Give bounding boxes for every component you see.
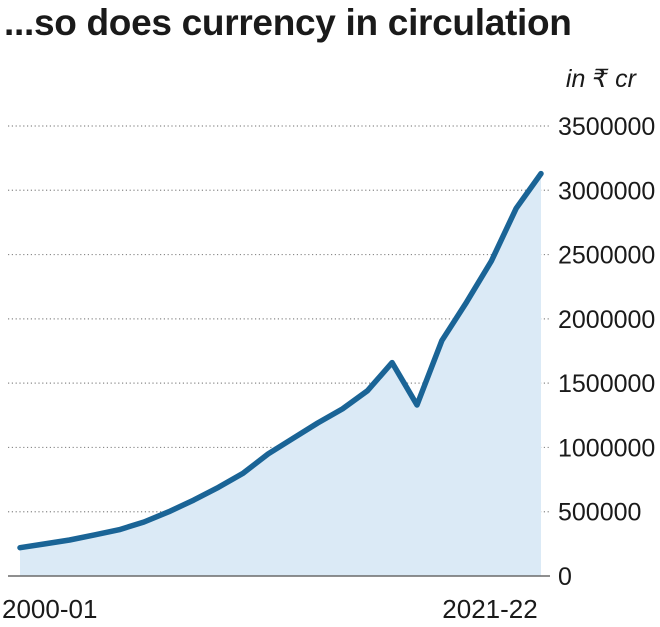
x-axis: 2000-01 2021-22 — [2, 594, 538, 624]
unit-label: in ₹ cr — [565, 65, 636, 93]
series-line — [17, 170, 544, 551]
chart-title: ...so does currency in circulation — [4, 2, 572, 43]
y-tick-label: 500000 — [558, 499, 641, 527]
y-tick-label: 1500000 — [558, 370, 655, 398]
area-fill — [20, 173, 541, 576]
y-tick-label: 1000000 — [558, 434, 655, 462]
y-tick-label: 3500000 — [558, 113, 655, 141]
x-tick-label: 2000-01 — [2, 594, 97, 624]
y-tick-label: 0 — [558, 563, 572, 591]
x-tick-label: 2021-22 — [442, 594, 537, 624]
y-tick-label: 2500000 — [558, 242, 655, 270]
y-axis: 0 500000 1000000 1500000 2000000 2500000 30000… — [558, 113, 655, 591]
y-tick-label: 2000000 — [558, 306, 655, 334]
y-tick-label: 3000000 — [558, 177, 655, 205]
